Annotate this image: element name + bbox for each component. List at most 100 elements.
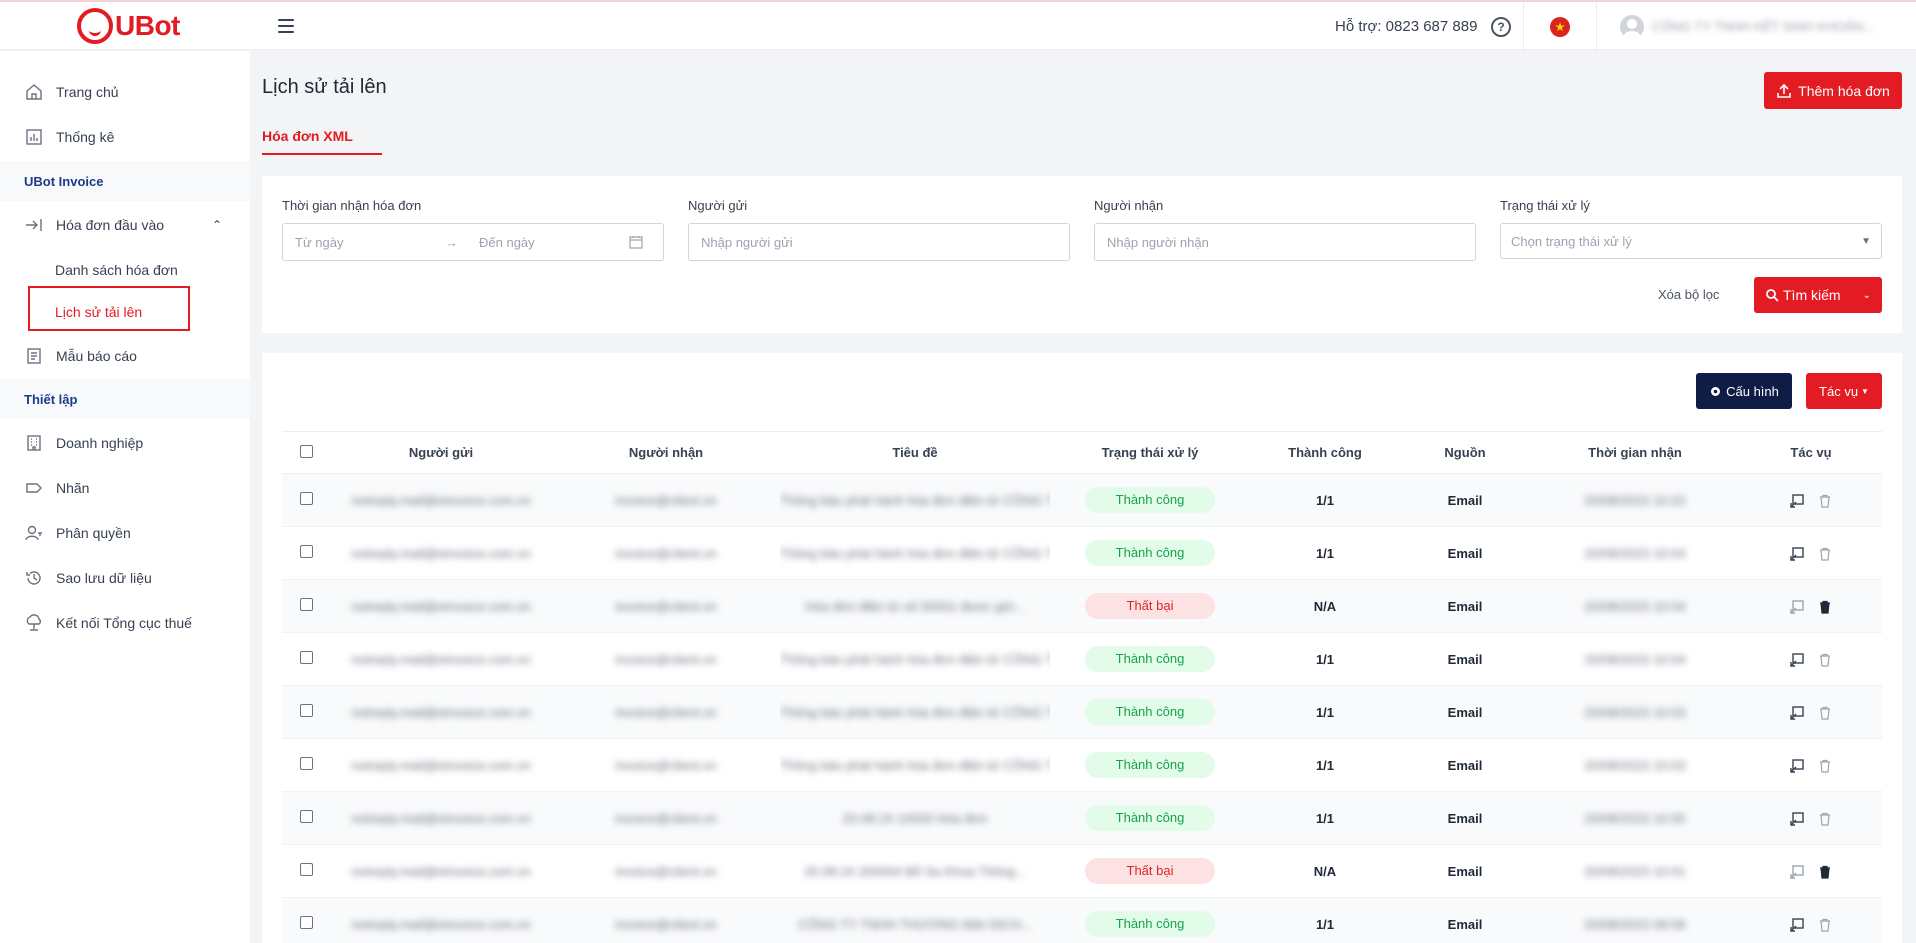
sender-input[interactable]: Nhập người gửi	[688, 223, 1070, 261]
table-row[interactable]: notreply.mail@einvoice.com.vn invoice@cli…	[282, 579, 1882, 633]
sidebar-item-invoice-list[interactable]: Danh sách hóa đơn	[55, 262, 178, 278]
column-header[interactable]: Nguồn	[1444, 445, 1486, 460]
reprocess-icon[interactable]	[1790, 600, 1804, 614]
reprocess-icon[interactable]	[1790, 759, 1804, 773]
reprocess-icon[interactable]	[1790, 547, 1804, 561]
row-select-cell	[282, 792, 330, 845]
trash-icon[interactable]	[1818, 600, 1832, 614]
header-divider	[1523, 2, 1524, 52]
menu-toggle-icon[interactable]	[278, 19, 294, 33]
received-time-value: 20/08/2023 10:03	[1584, 704, 1686, 720]
row-actions	[1740, 845, 1882, 898]
trash-icon[interactable]	[1818, 706, 1832, 720]
sidebar-item-backup[interactable]: Sao lưu dữ liệu	[0, 558, 250, 598]
tab-xml-invoice[interactable]: Hóa đơn XML	[262, 128, 353, 144]
received-time-cell: 20/08/2023 10:04	[1530, 633, 1740, 686]
status-select[interactable]: Chọn trạng thái xử lý ▼	[1500, 223, 1882, 259]
table-row[interactable]: notreply.mail@einvoice.com.vn invoice@cli…	[282, 527, 1882, 580]
sidebar-item-permissions[interactable]: Phân quyền	[0, 513, 250, 553]
row-checkbox[interactable]	[299, 492, 313, 505]
table-row[interactable]: notreply.mail@einvoice.com.vn invoice@cli…	[282, 633, 1882, 686]
row-checkbox[interactable]	[299, 651, 313, 664]
tasks-dropdown-button[interactable]: Tác vụ ▼	[1806, 373, 1882, 409]
sidebar-item-labels[interactable]: Nhãn	[0, 468, 250, 508]
row-checkbox[interactable]	[299, 545, 313, 558]
row-checkbox[interactable]	[299, 810, 313, 823]
search-button[interactable]: Tìm kiếm ⌄	[1754, 277, 1882, 313]
source-value: Email	[1447, 810, 1483, 826]
date-range-picker[interactable]: Từ ngày → Đến ngày	[282, 223, 664, 261]
subject-cell: Thông báo phát hành hóa đơn điện tử CÔNG…	[780, 686, 1050, 739]
receiver-cell: invoice@client.vn	[552, 845, 780, 898]
user-key-icon	[25, 525, 42, 541]
row-checkbox[interactable]	[299, 757, 313, 770]
row-checkbox[interactable]	[299, 916, 313, 929]
column-header[interactable]: Người gửi	[408, 445, 474, 460]
column-header[interactable]: Tiêu đề	[892, 445, 938, 460]
vietnam-flag-icon[interactable]: ★	[1550, 17, 1570, 37]
help-icon[interactable]: ?	[1491, 17, 1511, 37]
row-checkbox[interactable]	[299, 598, 313, 611]
user-name[interactable]: CÔNG TY TNHH KẾT SINH KHOẢN...	[1652, 19, 1875, 34]
sidebar-item-upload-history[interactable]: Lịch sử tải lên	[55, 304, 143, 320]
row-actions	[1740, 580, 1882, 633]
time-filter-label: Thời gian nhận hóa đơn	[282, 198, 422, 213]
user-avatar-icon[interactable]	[1620, 15, 1644, 39]
reprocess-icon[interactable]	[1790, 653, 1804, 667]
sidebar-item-home[interactable]: Trang chủ	[0, 72, 250, 112]
sidebar-item-report-template[interactable]: Mẫu báo cáo	[0, 336, 250, 376]
sidebar-item-input-invoice[interactable]: Hóa đơn đầu vào ⌃	[0, 205, 250, 245]
column-header[interactable]: Trạng thái xử lý	[1101, 445, 1199, 460]
reprocess-icon[interactable]	[1790, 865, 1804, 879]
logo[interactable]: UBot	[77, 8, 180, 44]
received-time-value: 20/08/2023 10:04	[1584, 545, 1686, 561]
table-body: notreply.mail@einvoice.com.vn invoice@cli…	[282, 473, 1882, 943]
sidebar-item-stats[interactable]: Thống kê	[0, 117, 250, 157]
receiver-input[interactable]: Nhập người nhận	[1094, 223, 1476, 261]
row-select-cell	[282, 686, 330, 739]
table-row[interactable]: notreply.mail@einvoice.com.vn invoice@cli…	[282, 845, 1882, 898]
sidebar-item-tax-connect[interactable]: Kết nối Tổng cục thuế	[0, 603, 250, 643]
trash-icon[interactable]	[1818, 494, 1832, 508]
success-count: 1/1	[1315, 916, 1335, 932]
receiver-cell: invoice@client.vn	[552, 686, 780, 739]
column-header[interactable]: Thành công	[1288, 445, 1362, 460]
table-row[interactable]: notreply.mail@einvoice.com.vn invoice@cli…	[282, 739, 1882, 792]
reprocess-icon[interactable]	[1790, 812, 1804, 826]
table-row[interactable]: notreply.mail@einvoice.com.vn invoice@cli…	[282, 897, 1882, 943]
trash-icon[interactable]	[1818, 918, 1832, 932]
trash-icon[interactable]	[1818, 812, 1832, 826]
trash-icon[interactable]	[1818, 865, 1832, 879]
chevron-down-icon[interactable]: ⌄	[1862, 289, 1871, 301]
add-invoice-button[interactable]: Thêm hóa đơn	[1764, 72, 1902, 109]
reprocess-icon[interactable]	[1790, 494, 1804, 508]
clear-filter-button[interactable]: Xóa bộ lọc	[1658, 287, 1720, 302]
column-header[interactable]: Thời gian nhận	[1588, 445, 1682, 460]
from-date-input[interactable]: Từ ngày	[295, 234, 344, 250]
sender-cell: notreply.mail@einvoice.com.vn	[330, 633, 552, 686]
received-time-value: 20/08/2023 10:03	[1584, 757, 1686, 773]
trash-icon[interactable]	[1818, 653, 1832, 667]
row-checkbox[interactable]	[299, 863, 313, 876]
sender-value: notreply.mail@einvoice.com.vn	[351, 651, 531, 667]
table-row[interactable]: notreply.mail@einvoice.com.vn invoice@cli…	[282, 473, 1882, 527]
config-button[interactable]: Cấu hình	[1696, 373, 1792, 409]
sidebar-label: Doanh nghiệp	[56, 435, 144, 451]
reprocess-icon[interactable]	[1790, 918, 1804, 932]
column-header[interactable]: Người nhận	[628, 445, 704, 460]
row-actions	[1740, 792, 1882, 845]
sidebar-item-business[interactable]: Doanh nghiệp	[0, 423, 250, 463]
trash-icon[interactable]	[1818, 547, 1832, 561]
subject-cell: CÔNG TY TNHH THƯƠNG MẠI DỊCH...	[780, 898, 1050, 943]
reprocess-icon[interactable]	[1790, 706, 1804, 720]
to-date-input[interactable]: Đến ngày	[479, 234, 535, 250]
report-icon	[27, 348, 41, 364]
row-select-cell	[282, 633, 330, 686]
row-checkbox[interactable]	[299, 704, 313, 717]
table-row[interactable]: notreply.mail@einvoice.com.vn invoice@cli…	[282, 791, 1882, 845]
sidebar-label: Hóa đơn đầu vào	[56, 217, 165, 233]
table-row[interactable]: notreply.mail@einvoice.com.vn invoice@cli…	[282, 685, 1882, 739]
select-all-checkbox[interactable]	[299, 444, 313, 458]
subject-cell: Thông báo phát hành hóa đơn điện tử CÔNG…	[780, 527, 1050, 580]
trash-icon[interactable]	[1818, 759, 1832, 773]
